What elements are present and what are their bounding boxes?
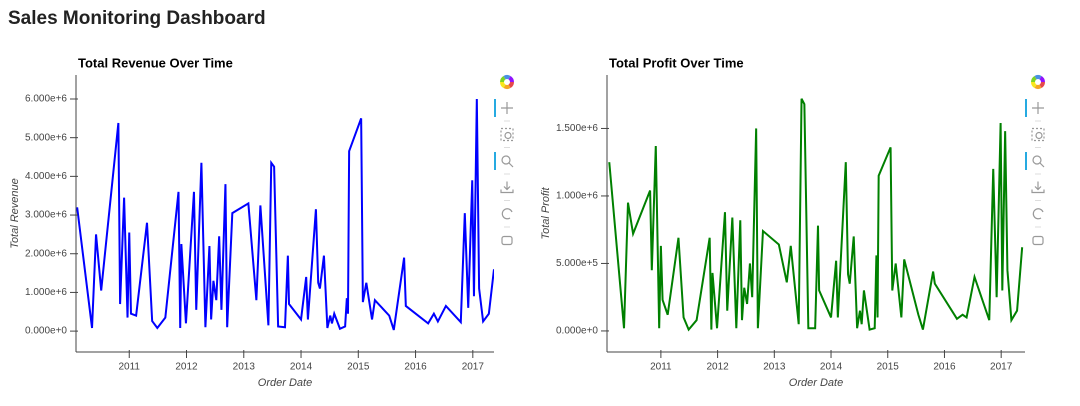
chart: Total Revenue Over Time 0.000e+0 1.000e+6 2… [9,55,514,389]
y-tick-label: 1.000e+6 [556,191,598,202]
save-tool[interactable] [1031,181,1045,194]
y-tick-label: 4.000e+6 [25,171,67,182]
wheel-zoom-tool[interactable] [1032,155,1045,168]
hover-tool[interactable] [1032,235,1044,246]
x-tick-label: 2014 [290,362,313,373]
reset-tool[interactable] [501,208,513,220]
icon [501,155,511,165]
chart-title: Total Profit Over Time [609,55,744,70]
icon [1032,208,1044,220]
y-tick-label: 6.000e+6 [25,94,67,105]
x-tick-label: 2012 [175,362,198,373]
y-tick-label: 2.000e+6 [25,248,67,259]
icon [501,208,513,220]
y-tick-label: 0.000e+0 [556,326,598,337]
line-series [76,98,494,331]
x-tick-label: 2011 [118,362,140,373]
pan-tool[interactable] [501,102,513,114]
x-tick-label: 2011 [650,362,672,373]
x-tick-label: 2014 [820,362,843,373]
logo-segment [503,75,511,82]
x-tick-label: 2016 [933,362,956,373]
y-tick-label: 5.000e+6 [25,132,67,143]
icon [501,235,513,246]
icon [501,102,513,114]
icon [504,131,512,140]
x-tick-label: 2016 [404,362,427,373]
toolbar [1025,75,1045,246]
box-zoom-tool[interactable] [500,127,514,142]
icon [1035,131,1043,140]
y-axis-title: Total Revenue [9,178,21,249]
icon [1031,181,1045,194]
x-tick-label: 2017 [990,362,1013,373]
logo-segment [503,82,511,90]
x-tick-label: 2017 [462,362,485,373]
chart-title: Total Revenue Over Time [78,55,233,70]
x-tick-label: 2015 [877,362,900,373]
x-axis-title: Order Date [789,377,843,389]
wheel-zoom-tool[interactable] [501,155,514,168]
y-axis-title: Total Profit [540,186,552,239]
icon [500,127,514,142]
line-series [608,98,1024,332]
icon [1032,102,1044,114]
reset-tool[interactable] [1032,208,1044,220]
logo-hole [1035,79,1041,85]
plot-area [76,98,494,331]
logo-segment [1034,75,1042,82]
save-tool[interactable] [500,181,514,194]
y-tick-label: 1.000e+6 [25,287,67,298]
toolbar [494,75,514,246]
x-tick-label: 2013 [233,362,256,373]
icon [500,181,514,194]
y-tick-label: 1.500e+6 [556,123,598,134]
box-zoom-tool[interactable] [1031,127,1045,142]
x-tick-label: 2013 [763,362,786,373]
x-tick-label: 2015 [347,362,370,373]
logo-hole [504,79,510,85]
icon [508,162,514,168]
icon [1039,162,1045,168]
x-tick-label: 2012 [706,362,729,373]
logo-segment [1034,82,1042,90]
icon [1032,235,1044,246]
y-tick-label: 0.000e+0 [25,326,67,337]
x-axis-title: Order Date [258,377,312,389]
pan-tool[interactable] [1032,102,1044,114]
y-tick-label: 5.000e+5 [556,258,598,269]
icon [1031,127,1045,142]
page-title: Sales Monitoring Dashboard [8,8,266,29]
chart: Total Profit Over Time 0.000e+0 5.000e+5 1.… [540,55,1045,389]
plot-area [608,98,1024,332]
hover-tool[interactable] [501,235,513,246]
icon [1032,155,1042,165]
y-tick-label: 3.000e+6 [25,210,67,221]
